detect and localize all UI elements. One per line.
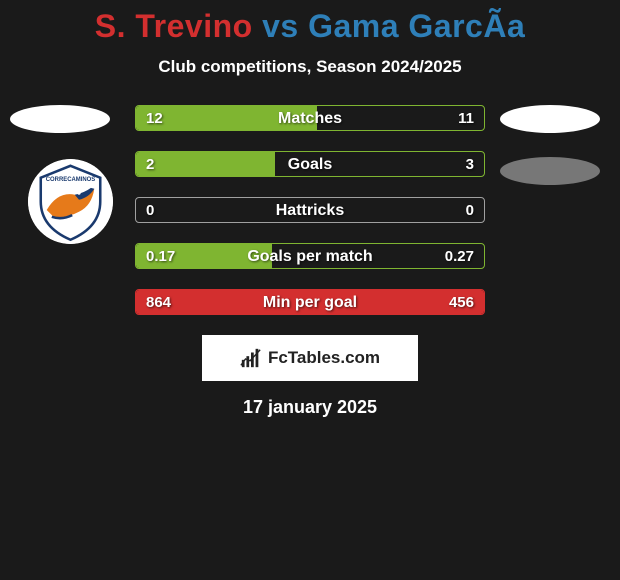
stat-row: 864Min per goal456 [135, 289, 485, 315]
comparison-stage: CORRECAMINOS 12Matches11 2Goals3 0Hattrick… [0, 105, 620, 315]
stat-label: Hattricks [136, 198, 484, 222]
stat-right-value: 0 [466, 198, 474, 222]
stat-label: Goals [136, 152, 484, 176]
stat-row: 0Hattricks0 [135, 197, 485, 223]
svg-text:CORRECAMINOS: CORRECAMINOS [46, 177, 96, 183]
subtitle: Club competitions, Season 2024/2025 [0, 57, 620, 77]
player2-name: Gama GarcÃ­a [308, 8, 525, 44]
right-oval-2 [500, 157, 600, 185]
stat-right-value: 456 [449, 290, 474, 314]
date-text: 17 january 2025 [0, 397, 620, 418]
stat-right-value: 0.27 [445, 244, 474, 268]
vs-text: vs [262, 8, 299, 44]
stat-label: Goals per match [136, 244, 484, 268]
stat-label: Matches [136, 106, 484, 130]
stat-bars: 12Matches11 2Goals3 0Hattricks0 0.17Goals p… [135, 105, 485, 315]
stat-right-value: 3 [466, 152, 474, 176]
stat-right-value: 11 [458, 106, 474, 130]
player1-name: S. Trevino [95, 8, 253, 44]
brand-box[interactable]: FcTables.com [202, 335, 418, 381]
stat-label: Min per goal [136, 290, 484, 314]
chart-icon [240, 347, 262, 369]
left-oval [10, 105, 110, 133]
club-badge-icon: CORRECAMINOS [28, 159, 113, 244]
page-title: S. Trevino vs Gama GarcÃ­a [0, 0, 620, 45]
club-badge-left: CORRECAMINOS [28, 159, 113, 244]
stat-row: 2Goals3 [135, 151, 485, 177]
stat-row: 12Matches11 [135, 105, 485, 131]
stat-row: 0.17Goals per match0.27 [135, 243, 485, 269]
right-oval [500, 105, 600, 133]
brand-text: FcTables.com [268, 348, 380, 368]
